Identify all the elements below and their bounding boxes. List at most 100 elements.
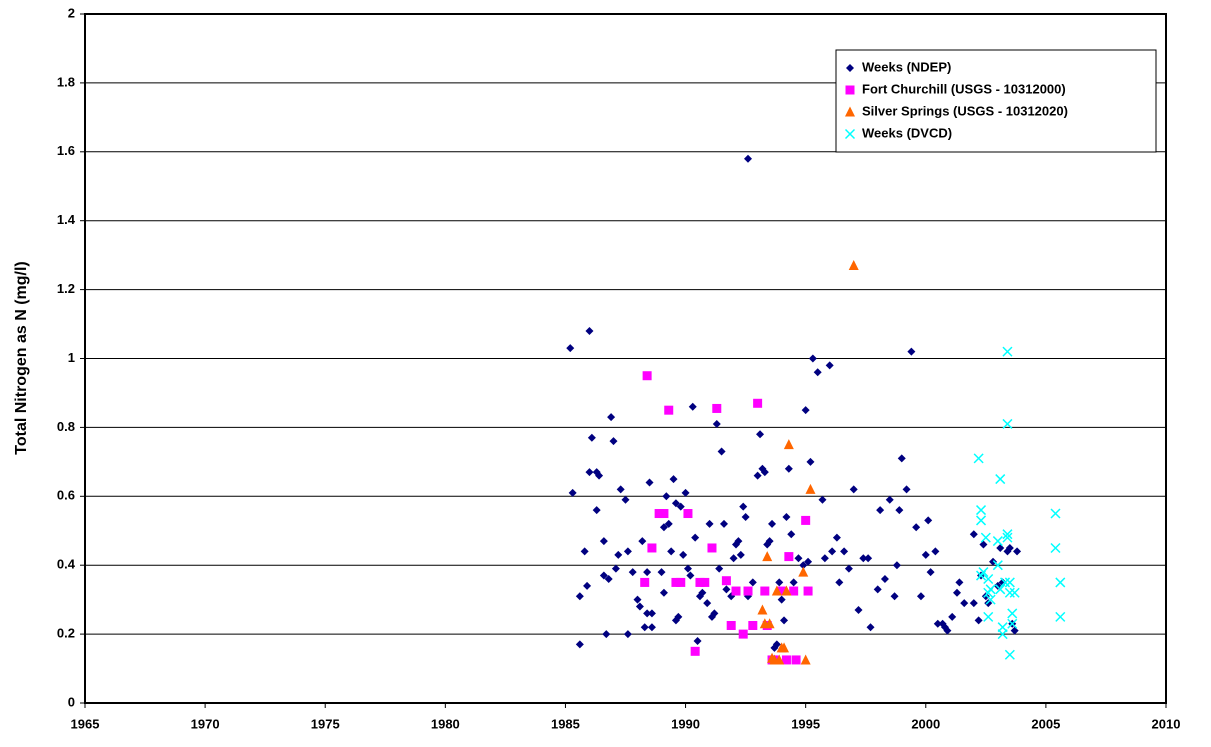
diamond-marker [753,471,762,480]
square-marker [803,586,813,596]
diamond-marker [669,475,678,484]
x-tick-label: 1965 [71,716,100,731]
diamond-marker [741,512,750,521]
diamond-marker [715,564,724,573]
x-marker [1055,577,1066,588]
diamond-marker [643,609,652,618]
diamond-marker [996,543,1005,552]
diamond-marker [849,485,858,494]
diamond-marker [566,344,575,353]
diamond-marker [912,523,921,532]
diamond-marker [585,468,594,477]
x-marker [983,573,994,585]
square-marker [640,577,650,587]
legend-box [835,49,1157,153]
x-tick-label: 1990 [671,716,700,731]
x-marker [992,560,1003,571]
diamond-marker [592,506,601,515]
diamond-marker [765,537,774,546]
square-marker [784,552,794,562]
diamond-marker [602,630,611,639]
diamond-marker [659,588,668,597]
diamond-marker [960,599,969,608]
diamond-marker [679,550,688,559]
y-tick-label: 2 [68,5,75,20]
triangle-marker [800,654,811,665]
diamond-marker [782,512,791,521]
x-marker [1002,532,1013,543]
diamond-marker [599,571,608,580]
diamond-marker [633,595,642,604]
diamond-marker [575,640,584,649]
square-marker [760,586,770,596]
diamond-marker [744,154,753,163]
diamond-marker [710,609,719,618]
x-marker [995,584,1006,595]
triangle-marker [774,654,785,665]
diamond-marker [953,588,962,597]
diamond-marker [623,547,632,556]
triangle-marker [779,642,790,653]
x-marker [1055,611,1066,622]
y-tick-label: 0.2 [57,626,75,641]
x-marker [1007,618,1018,629]
diamond-marker [772,640,781,649]
x-marker [1002,346,1013,357]
triangle-marker [783,439,794,450]
diamond-marker [969,530,978,539]
x-marker [1004,649,1015,660]
square-marker [690,646,700,656]
y-tick-label: 0 [68,694,75,709]
diamond-marker [614,550,623,559]
x-marker [980,532,991,543]
diamond-marker [609,437,618,446]
diamond-marker [789,578,798,587]
diamond-marker [794,554,803,563]
diamond-marker [846,64,854,72]
square-marker [659,509,669,519]
legend-label: Weeks (DVCD) [862,125,952,140]
square-marker [743,586,753,596]
square-marker [671,577,681,587]
diamond-marker [880,574,889,583]
y-tick-label: 1.4 [57,212,76,227]
diamond-marker [580,547,589,556]
diamond-marker [686,571,695,580]
diamond-marker [623,630,632,639]
diamond-marker [969,599,978,608]
diamond-marker [719,519,728,528]
x-marker [985,594,996,605]
diamond-marker [873,585,882,594]
diamond-marker [806,457,815,466]
diamond-marker [616,485,625,494]
diamond-marker [621,495,630,504]
diamond-marker [674,612,683,621]
diamond-marker [777,595,786,604]
triangle-marker [762,551,773,562]
diamond-marker [828,547,837,556]
diamond-marker [736,550,745,559]
square-marker [753,398,763,408]
diamond-marker [804,557,813,566]
legend-label: Silver Springs (USGS - 10312020) [862,103,1068,118]
diamond-marker [876,506,885,515]
square-marker [777,586,787,596]
diamond-marker [712,419,721,428]
diamond-marker [647,609,656,618]
diamond-marker [659,523,668,532]
x-marker [1050,542,1061,554]
diamond-marker [780,616,789,625]
square-marker [738,629,748,639]
x-tick-label: 2000 [911,716,940,731]
diamond-marker [587,433,596,442]
diamond-marker [643,568,652,577]
diamond-marker [813,368,822,377]
diamond-marker [739,502,748,511]
square-marker [695,577,705,587]
x-marker [1050,508,1061,519]
diamond-marker [607,413,616,422]
diamond-marker [688,402,697,411]
y-tick-label: 1.2 [57,281,75,296]
diamond-marker [595,471,604,480]
y-tick-label: 1.6 [57,143,75,158]
